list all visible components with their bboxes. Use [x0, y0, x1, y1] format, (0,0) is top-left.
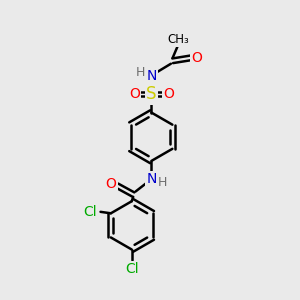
Text: H: H — [136, 66, 145, 79]
Text: H: H — [158, 176, 167, 189]
Text: N: N — [146, 69, 157, 83]
Text: O: O — [129, 87, 140, 101]
Text: CH₃: CH₃ — [168, 33, 189, 46]
Text: O: O — [163, 87, 174, 101]
Text: N: N — [146, 172, 157, 186]
Text: Cl: Cl — [83, 205, 97, 219]
Text: O: O — [106, 177, 117, 191]
Text: Cl: Cl — [125, 262, 139, 276]
Text: S: S — [146, 85, 157, 103]
Text: O: O — [191, 51, 202, 65]
